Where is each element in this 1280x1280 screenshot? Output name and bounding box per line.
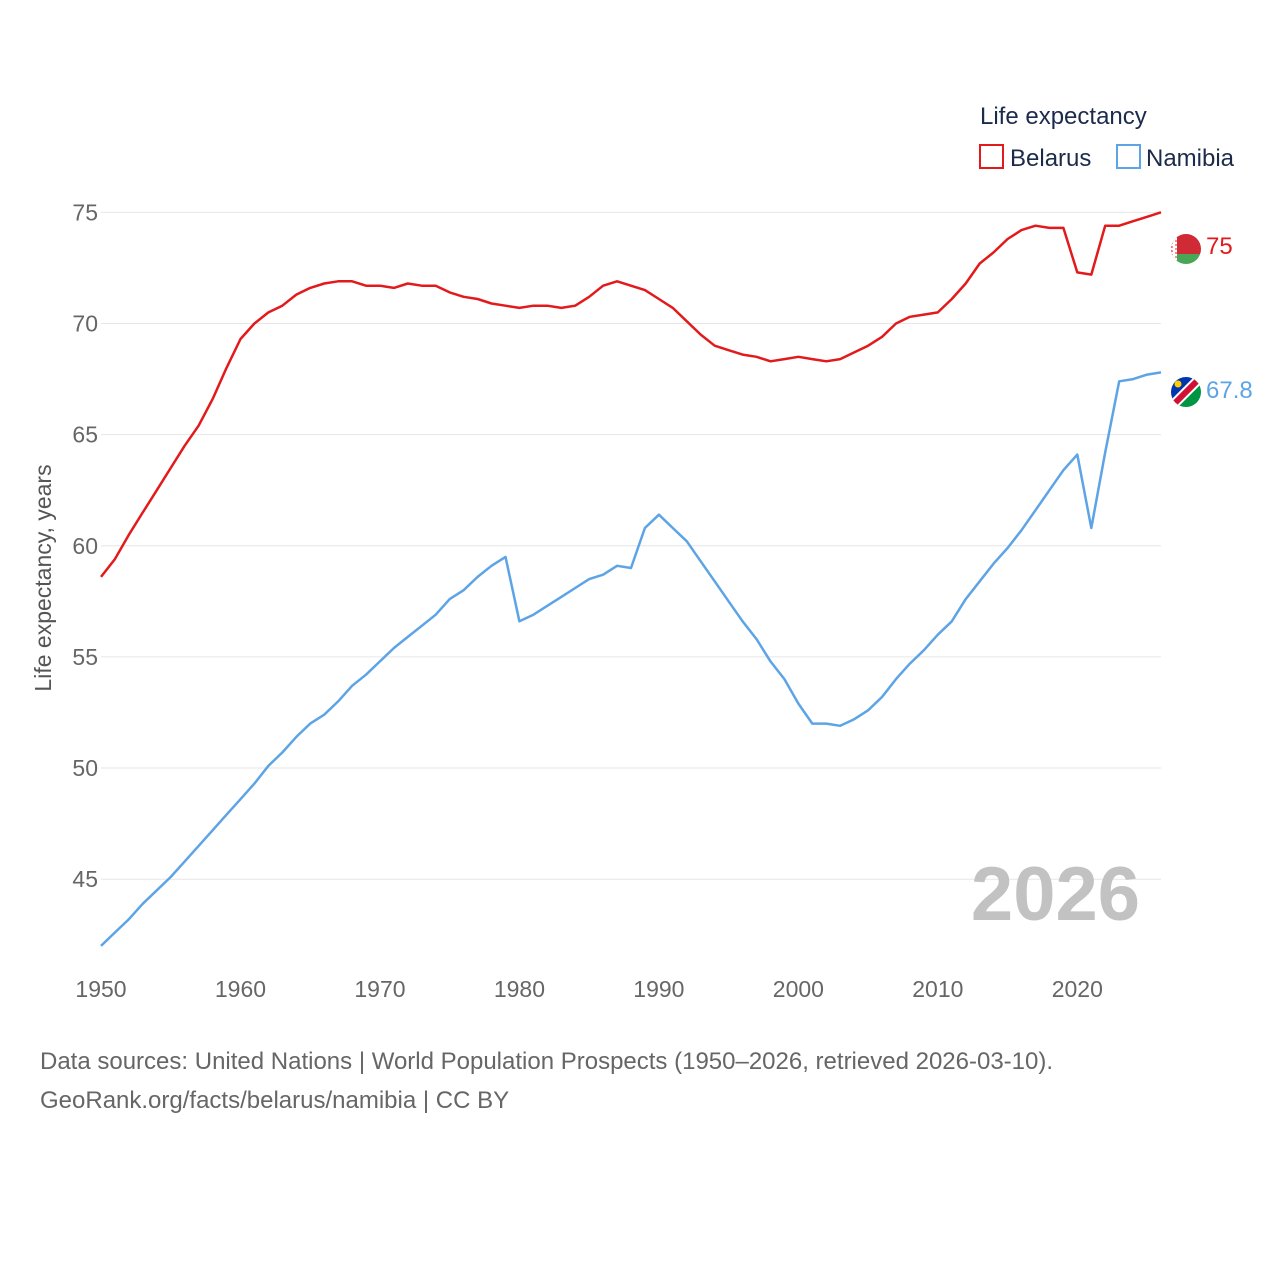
legend: Life expectancy Belarus Namibia [979, 103, 1235, 172]
y-axis-label: Life expectancy, years [30, 464, 56, 691]
y-axis-ticks: 45 50 55 60 65 70 75 [72, 199, 98, 892]
y-tick-label: 50 [72, 755, 98, 781]
y-tick-label: 45 [72, 866, 98, 892]
x-tick-label: 2010 [912, 976, 963, 1002]
source-line: Data sources: United Nations | World Pop… [40, 1048, 1054, 1075]
x-tick-label: 1970 [354, 976, 405, 1002]
y-tick-label: 55 [72, 644, 98, 670]
series-line-belarus[interactable] [100, 211, 1162, 578]
legend-swatch-belarus [979, 144, 1004, 169]
series-line-namibia[interactable] [100, 371, 1162, 947]
namibia-end-value: 67.8 [1206, 377, 1253, 404]
y-tick-label: 70 [72, 310, 98, 336]
source-note: Data sources: United Nations | World Pop… [40, 1042, 1053, 1120]
x-tick-label: 2000 [773, 976, 824, 1002]
year-watermark: 2026 [971, 852, 1140, 937]
gridlines [101, 211, 1161, 880]
series-lines [100, 211, 1162, 947]
belarus-flag-icon [1171, 234, 1201, 264]
line-chart: 45 50 55 60 65 70 75 1950 1960 1970 1980 1990 2000 2… [30, 103, 1253, 1002]
y-tick-label: 75 [72, 199, 98, 225]
legend-label-namibia[interactable]: Namibia [1146, 145, 1235, 172]
x-tick-label: 1950 [75, 976, 126, 1002]
x-tick-label: 1990 [633, 976, 684, 1002]
x-tick-label: 2020 [1052, 976, 1103, 1002]
attribution-line[interactable]: GeoRank.org/facts/belarus/namibia | CC B… [40, 1087, 510, 1114]
legend-label-belarus[interactable]: Belarus [1010, 145, 1091, 172]
namibia-flag-icon [1171, 377, 1201, 407]
x-tick-label: 1960 [215, 976, 266, 1002]
y-tick-label: 60 [72, 533, 98, 559]
legend-title: Life expectancy [980, 103, 1147, 130]
x-tick-label: 1980 [494, 976, 545, 1002]
legend-swatch-namibia [1116, 144, 1141, 169]
x-axis-ticks: 1950 1960 1970 1980 1990 2000 2010 2020 [75, 976, 1102, 1002]
y-tick-label: 65 [72, 422, 98, 448]
belarus-end-value: 75 [1206, 233, 1233, 260]
